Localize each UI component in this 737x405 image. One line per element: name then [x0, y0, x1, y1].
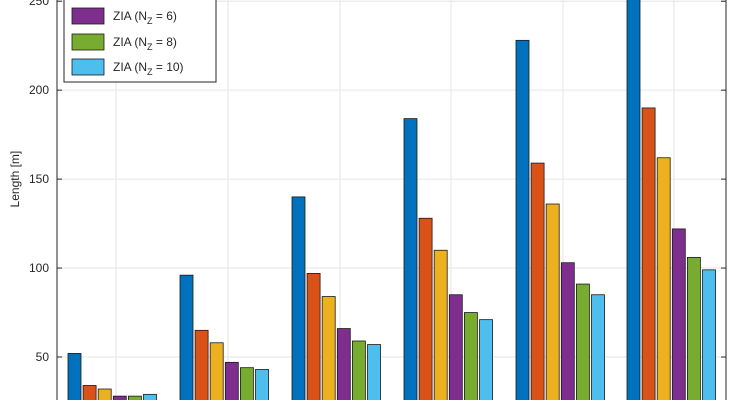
bar	[336, 328, 351, 403]
axes: 50 100 150 200 250	[29, 0, 727, 400]
y-tick-label: 150	[29, 172, 49, 186]
bar	[448, 294, 463, 403]
bar	[463, 312, 478, 403]
legend-label: ZIA (NZ = 10)	[113, 60, 184, 77]
y-axis-label: Length [m]	[8, 151, 22, 208]
bar	[112, 395, 127, 403]
bar	[97, 388, 112, 403]
bar	[179, 274, 194, 403]
bar	[530, 162, 545, 403]
bar	[433, 249, 448, 403]
bar	[224, 361, 239, 403]
bar	[479, 319, 493, 403]
bar	[306, 272, 321, 403]
bar	[418, 217, 433, 403]
bar	[626, 0, 641, 403]
bar	[560, 262, 575, 403]
y-tick-label: 100	[29, 261, 49, 275]
legend-swatch	[71, 33, 105, 51]
bar	[291, 196, 306, 403]
bar	[255, 369, 269, 403]
bar	[591, 294, 605, 403]
y-tick-label: 200	[29, 83, 49, 97]
bar	[239, 367, 254, 403]
bar	[321, 296, 336, 403]
bar	[209, 342, 224, 403]
bar	[656, 157, 671, 403]
y-tick-label: 50	[36, 350, 50, 364]
bar	[82, 385, 97, 403]
y-tick-label: 250	[29, 0, 49, 8]
legend: ZIA (NZ = 6) ZIA (NZ = 8) ZIA (NZ = 10)	[63, 0, 217, 83]
bar	[403, 118, 418, 403]
bar	[127, 395, 142, 403]
bar	[67, 353, 82, 403]
legend-swatch	[71, 58, 105, 76]
bar	[545, 203, 560, 403]
legend-label: ZIA (NZ = 8)	[113, 35, 177, 52]
bar	[515, 39, 530, 403]
bar	[702, 269, 716, 403]
bar	[351, 340, 366, 403]
bar	[367, 344, 381, 403]
bar	[671, 228, 686, 403]
legend-swatch	[71, 7, 105, 25]
bar	[143, 393, 157, 403]
bar	[641, 107, 656, 403]
bar	[576, 283, 590, 403]
bar	[194, 329, 209, 403]
bar	[687, 256, 701, 403]
legend-label: ZIA (NZ = 6)	[113, 9, 177, 26]
